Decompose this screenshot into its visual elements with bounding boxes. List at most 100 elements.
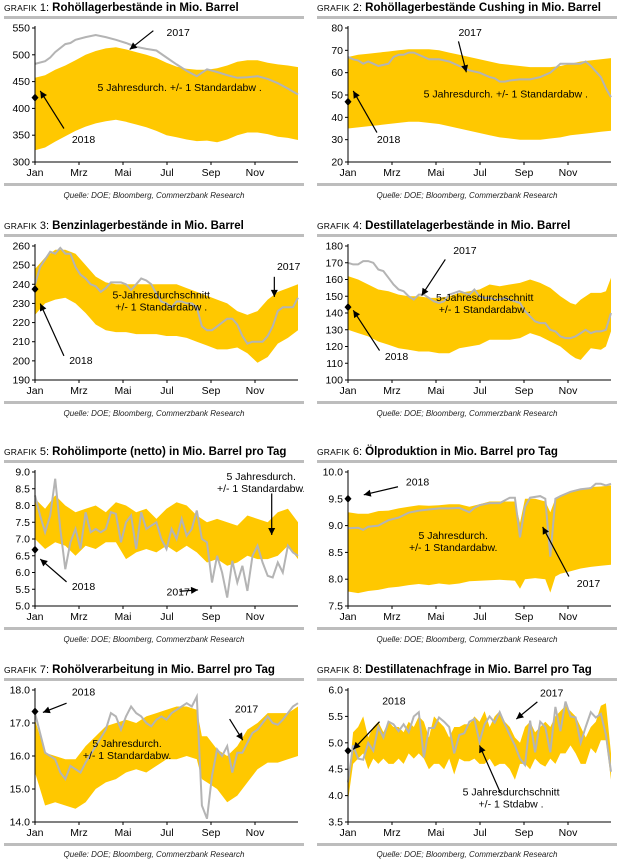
bottom-rule [317,627,617,630]
y-tick-label: 5.5 [328,711,343,723]
band-annotation-line1: 5 Jahresdurch. [92,738,161,750]
bottom-rule [317,843,617,846]
y-tick-label: 220 [12,317,30,329]
band-annotation: 5 Jahresdurch. +/- 1 Standardabw . [424,89,588,101]
y-tick-label: 350 [12,130,30,142]
y-tick-label: 450 [12,76,30,88]
annotation-arrow-line [542,526,570,577]
bottom-rule [4,183,304,186]
x-tick-label: Mai [428,611,445,623]
y-tick-label: 9.0 [328,520,343,532]
source-note: Quelle: DOE; Bloomberg, Commerzbank Rese… [376,850,558,859]
x-tick-label: Jul [160,827,173,839]
arrowhead-icon [516,711,524,720]
chart-title-text: Benzinlagerbestände in Mio. Barrel [52,220,244,232]
grafik-label: Grafik [317,665,350,675]
arrowhead-icon [40,90,47,99]
y-tick-label: 7.5 [15,517,30,529]
source-note: Quelle: DOE; Bloomberg, Commerzbank Rese… [376,635,558,644]
band-area [348,276,611,360]
x-tick-label: Nov [559,827,578,839]
x-tick-label: Mai [115,385,132,397]
grafik-label: Grafik [4,221,37,231]
bottom-rule [4,627,304,630]
y-tick-label: 8.0 [15,500,30,512]
y-tick-label: 5.5 [15,584,30,596]
band-annotation-line1: 5-Jahresdurchschnitt [436,292,534,304]
y-tick-label: 150 [325,291,343,303]
title-rule [317,460,617,463]
x-tick-label: Mai [428,385,445,397]
band-annotation-line1: 5 Jahresdurchschnitt [463,787,560,799]
x-tick-label: Sep [202,611,221,623]
x-tick-label: Jul [473,827,486,839]
y-tick-label: 80 [331,23,343,35]
label-2017: 2017 [458,27,482,39]
band-annotation-line2: +/- 1 Standardabw. [217,483,304,495]
y-tick-label: 15.0 [10,784,31,796]
title-rule [4,678,304,681]
arrowhead-icon [461,64,469,73]
band-area [35,495,298,566]
series-line-2017 [34,478,299,598]
x-tick-label: Mai [115,827,132,839]
annotation-arrow-line [478,745,502,794]
x-tick-label: Sep [202,385,221,397]
grafik-number: 7 [39,664,47,676]
series-line-2017 [347,701,612,783]
y-tick-label: 550 [12,23,30,35]
chart-title-7: Grafik 7: Rohölverarbeitung in Mio. Barr… [4,664,275,676]
band-annotation-line2: +/- 1 Stdabw . [479,799,544,811]
band-area [35,47,298,151]
marker-2018 [344,746,352,755]
y-tick-label: 110 [326,358,343,370]
band-annotation: 5 Jahresdurch. +/- 1 Standardabw . [97,82,261,94]
x-tick-label: Nov [246,167,265,179]
arrowhead-icon [40,559,48,567]
y-tick-label: 8.0 [328,574,343,586]
title-rule [317,234,617,237]
band-annotation-line1: 5-Jahresdurchschnitt [113,289,211,301]
source-note: Quelle: DOE; Bloomberg, Commerzbank Rese… [63,409,245,418]
x-tick-label: Jan [27,611,44,623]
y-tick-label: 6.5 [15,550,30,562]
label-2017: 2017 [167,586,191,598]
x-tick-label: Mrz [70,385,88,397]
x-tick-label: Jul [473,611,486,623]
y-tick-label: 7.5 [328,601,343,613]
y-tick-label: 160 [325,274,343,286]
x-tick-label: Jan [340,611,357,623]
marker-2018 [31,93,39,102]
chart-title-1: Grafik 1: Rohöllagerbestände in Mio. Bar… [4,2,239,14]
title-rule [317,678,617,681]
y-tick-label: 6.0 [328,685,343,697]
band-area [35,706,298,809]
title-rule [317,16,617,19]
bottom-rule [317,183,617,186]
x-tick-label: Sep [202,167,221,179]
grafik-label: Grafik [4,447,37,457]
label-2017: 2017 [167,27,191,39]
series-line-2017 [347,260,612,340]
arrowhead-icon [353,310,361,319]
grafik-number: 1 [39,2,47,14]
chart-7: 14.0 15.0 16.0 17.0 18.0 Jan Mrz Mai Jul Sep Nov 20… [10,685,299,839]
arrowhead-icon [129,42,138,50]
marker-2018 [344,494,352,503]
x-tick-label: Mrz [383,827,401,839]
marker-2018 [31,707,39,716]
y-tick-label: 16.0 [10,751,31,763]
y-tick-label: 60 [331,67,343,79]
chart-6: 7.5 8.0 8.5 9.0 9.5 10.0 Jan Mrz Mai Jul Sep Nov 201… [323,467,612,623]
arrowhead-icon [268,527,276,535]
y-tick-label: 10.0 [323,467,344,479]
chart-title-6: Grafik 6: Ölproduktion in Mio. Barrel pr… [317,446,558,458]
y-tick-label: 300 [12,157,30,169]
x-tick-label: Jan [27,827,44,839]
series-line-2017 [34,692,299,820]
y-tick-label: 40 [331,112,343,124]
series-line-2017 [34,33,299,96]
chart-title-8: Grafik 8: Destillatenachfrage in Mio. Ba… [317,664,592,676]
label-2018: 2018 [72,134,96,146]
band-area [348,49,611,140]
